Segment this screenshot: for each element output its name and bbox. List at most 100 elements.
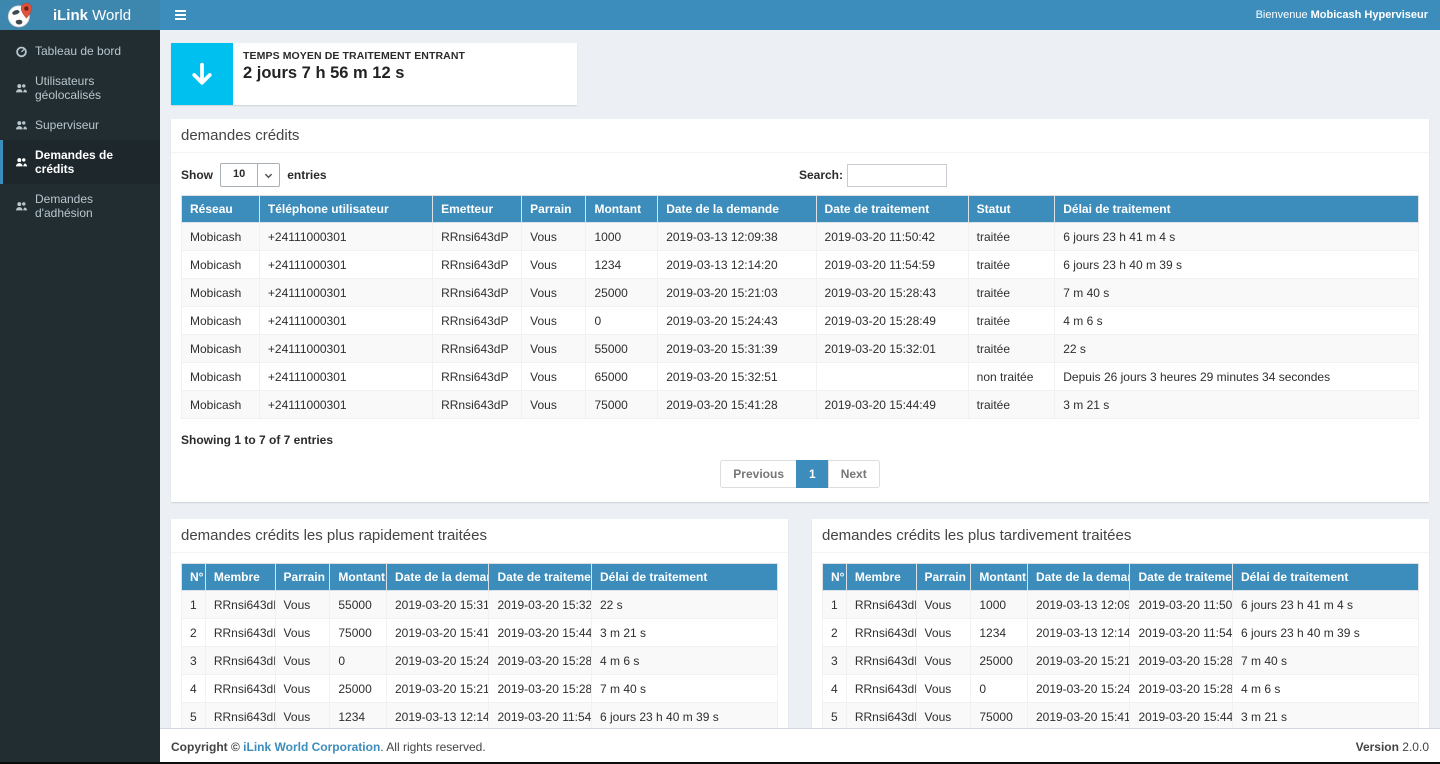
table-cell: RRnsi643dP [846, 703, 916, 729]
entries-label: entries [287, 168, 326, 182]
table-cell: Vous [522, 363, 586, 391]
table-cell: Vous [275, 647, 330, 675]
column-header-r-seau[interactable]: Réseau [182, 196, 260, 223]
table-cell: Vous [522, 335, 586, 363]
table-cell: Vous [522, 391, 586, 419]
table-cell: RRnsi643dP [846, 647, 916, 675]
column-header-membre: Membre [205, 564, 275, 591]
table-cell: 4 [182, 675, 206, 703]
table-cell: 2019-03-20 15:32:01 [489, 591, 592, 619]
table-cell: 2019-03-20 15:21:03 [658, 279, 816, 307]
infobox-value: 2 jours 7 h 56 m 12 s [243, 64, 465, 83]
table-cell: 2019-03-20 15:44:49 [1130, 703, 1233, 729]
column-header-date-de-la-demande: Date de la demande [386, 564, 489, 591]
sidebar-item-utilisateurs-geolocalises[interactable]: Utilisateurs géolocalisés [0, 66, 160, 110]
table-cell: 2019-03-20 11:54:59 [816, 251, 968, 279]
table-row: Mobicash+24111000301RRnsi643dPVous123420… [182, 251, 1419, 279]
table-row: Mobicash+24111000301RRnsi643dPVous100020… [182, 223, 1419, 251]
sidebar-item-superviseur[interactable]: Superviseur [0, 110, 160, 140]
table-cell: 6 jours 23 h 40 m 39 s [591, 703, 777, 729]
welcome-message: Bienvenue Mobicash Hyperviseur [1256, 9, 1440, 21]
table-cell: 2 [182, 619, 206, 647]
sidebar-item-tableau-de-bord[interactable]: Tableau de bord [0, 36, 160, 66]
table-cell: 7 m 40 s [591, 675, 777, 703]
table-cell: Mobicash [182, 391, 260, 419]
table-cell: Mobicash [182, 307, 260, 335]
column-header-d-lai-de-traitement[interactable]: Délai de traitement [1055, 196, 1419, 223]
table-cell: non traitée [968, 363, 1055, 391]
table-cell: Mobicash [182, 363, 260, 391]
table-cell: +24111000301 [259, 307, 432, 335]
column-header-emetteur[interactable]: Emetteur [433, 196, 522, 223]
table-cell: 2019-03-20 15:21:03 [1027, 647, 1130, 675]
table-cell: +24111000301 [259, 335, 432, 363]
table-row: 5RRnsi643dPVous12342019-03-13 12:14:2020… [182, 703, 778, 729]
table-cell: 2019-03-20 11:54:59 [1130, 619, 1233, 647]
panel-title: demandes crédits les plus rapidement tra… [171, 519, 788, 553]
column-header-t-l-phone-utilisateur[interactable]: Téléphone utilisateur [259, 196, 432, 223]
page-footer: Copyright © iLink World Corporation. All… [160, 728, 1440, 764]
column-header-date-de-traitement[interactable]: Date de traitement [816, 196, 968, 223]
table-cell: 1000 [586, 223, 658, 251]
table-row: 2RRnsi643dPVous750002019-03-20 15:41:282… [182, 619, 778, 647]
table-cell: 1 [823, 591, 847, 619]
table-cell: Vous [916, 703, 971, 729]
table-cell: 2019-03-20 15:31:39 [658, 335, 816, 363]
search-input[interactable] [847, 164, 947, 187]
table-cell: RRnsi643dP [433, 391, 522, 419]
table-cell: Vous [916, 619, 971, 647]
table-cell: 2019-03-20 15:28:43 [1130, 647, 1233, 675]
table-row: 2RRnsi643dPVous12342019-03-13 12:14:2020… [823, 619, 1419, 647]
table-cell: 6 jours 23 h 40 m 39 s [1232, 619, 1418, 647]
next-page-button[interactable]: Next [828, 460, 880, 488]
search-label: Search: [799, 168, 843, 182]
table-cell: 0 [971, 675, 1028, 703]
users-icon [15, 82, 28, 95]
sidebar-item-label: Utilisateurs géolocalisés [35, 74, 152, 102]
table-summary: Showing 1 to 7 of 7 entries [181, 433, 1419, 447]
table-cell: 3 [182, 647, 206, 675]
table-cell: 5 [823, 703, 847, 729]
table-cell: 55000 [586, 335, 658, 363]
column-header-parrain[interactable]: Parrain [522, 196, 586, 223]
table-cell: Vous [275, 703, 330, 729]
table-cell: RRnsi643dP [433, 223, 522, 251]
slowest-processed-table: N°MembreParrainMontantDate de la demande… [822, 563, 1419, 728]
table-cell: Mobicash [182, 335, 260, 363]
table-cell: traitée [968, 307, 1055, 335]
table-cell: 2019-03-20 15:32:01 [816, 335, 968, 363]
chevron-down-icon [257, 164, 279, 186]
table-row: 4RRnsi643dPVous250002019-03-20 15:21:032… [182, 675, 778, 703]
search-control: Search: [799, 164, 947, 187]
sidebar-toggle-button[interactable] [160, 0, 201, 30]
table-cell: 2019-03-20 11:54:59 [489, 703, 592, 729]
table-cell: Vous [522, 223, 586, 251]
page-length-value: 10 [221, 164, 257, 186]
table-cell: 6 jours 23 h 41 m 4 s [1232, 591, 1418, 619]
table-row: Mobicash+24111000301RRnsi643dPVous650002… [182, 363, 1419, 391]
column-header-d-lai-de-traitement: Délai de traitement [1232, 564, 1418, 591]
table-cell: RRnsi643dP [846, 591, 916, 619]
table-cell: 2019-03-20 15:41:28 [658, 391, 816, 419]
users-icon [15, 156, 28, 169]
table-cell: 2 [823, 619, 847, 647]
page-1-button[interactable]: 1 [796, 460, 829, 488]
column-header-date-de-la-demande[interactable]: Date de la demande [658, 196, 816, 223]
table-cell: 25000 [330, 675, 387, 703]
previous-page-button[interactable]: Previous [720, 460, 797, 488]
table-cell: RRnsi643dP [433, 307, 522, 335]
company-link[interactable]: iLink World Corporation [243, 740, 380, 754]
page-length-select[interactable]: 10 [220, 163, 280, 187]
column-header-parrain: Parrain [916, 564, 971, 591]
table-cell: Mobicash [182, 279, 260, 307]
table-cell: RRnsi643dP [846, 675, 916, 703]
sidebar-item-demandes-de-credits[interactable]: Demandes de crédits [0, 140, 160, 184]
brand-logo[interactable]: iLink World [0, 0, 160, 30]
sidebar-item-label: Tableau de bord [35, 44, 121, 58]
column-header-montant[interactable]: Montant [586, 196, 658, 223]
table-cell: 2019-03-20 15:41:28 [386, 619, 489, 647]
column-header-statut[interactable]: Statut [968, 196, 1055, 223]
table-cell: 2019-03-20 15:32:51 [658, 363, 816, 391]
sidebar-item-demandes-adhesion[interactable]: Demandes d'adhésion [0, 184, 160, 228]
table-cell: Vous [275, 591, 330, 619]
